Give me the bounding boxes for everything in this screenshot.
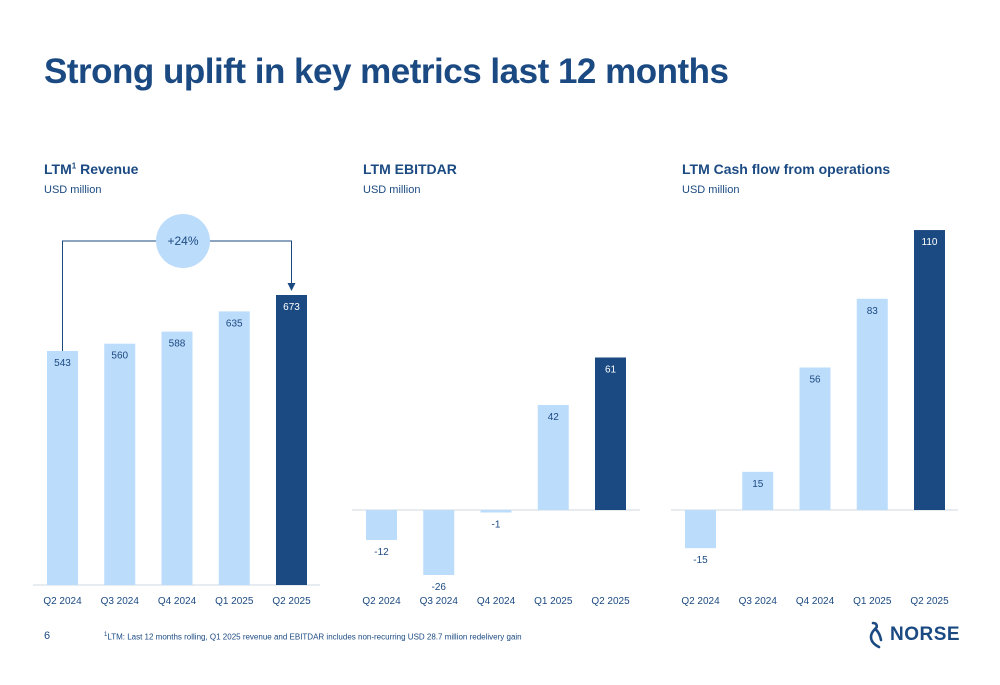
tick-label-ebitdar-0: Q2 2024 [362,596,401,607]
bar-revenue-q4-2024 [161,331,193,585]
chart-header-ebitdar: LTM EBITDAR USD million [363,161,457,196]
data-label-revenue-0: 543 [54,358,71,369]
chart-subtitle-cashflow: USD million [682,184,740,196]
data-label-cashflow-1: 15 [752,479,764,490]
norse-logo: NORSE [866,620,960,650]
tick-label-ebitdar-4: Q2 2025 [591,596,630,607]
chart-subtitle-revenue: USD million [44,184,102,196]
bar-cashflow-q2-2024 [685,510,716,549]
tick-label-revenue-2: Q4 2024 [158,596,197,607]
bar-ebitdar-q2-2024 [366,510,397,540]
bar-cashflow-q1-2025 [856,298,888,510]
bar-ebitdar-q1-2025 [537,405,569,510]
tick-label-ebitdar-3: Q1 2025 [534,596,573,607]
data-label-cashflow-2: 56 [809,374,821,385]
norse-logo-text: NORSE [890,624,961,645]
bar-revenue-q1-2025 [218,311,250,585]
data-label-revenue-2: 588 [169,339,186,350]
page-title: Strong uplift in key metrics last 12 mon… [44,52,729,91]
norse-logo-icon [869,621,883,649]
tick-label-revenue-3: Q1 2025 [215,596,254,607]
data-label-cashflow-3: 83 [867,306,879,317]
tick-label-revenue-0: Q2 2024 [43,596,82,607]
data-label-revenue-3: 635 [226,318,243,329]
footnote: 1LTM: Last 12 months rolling, Q1 2025 re… [104,632,522,642]
growth-callout-bubble [156,214,210,268]
tick-label-revenue-1: Q3 2024 [101,596,140,607]
chart-title-ebitdar: LTM EBITDAR [363,161,457,177]
chart-title-revenue: LTM1 Revenue [44,161,139,177]
data-label-ebitdar-1: -26 [432,582,447,593]
bar-cashflow-q2-2025 [914,230,945,511]
data-label-ebitdar-3: 42 [548,412,560,423]
chart-title-cashflow: LTM Cash flow from operations [682,161,891,177]
bar-revenue-q2-2024 [47,351,78,585]
data-label-ebitdar-2: -1 [492,520,501,531]
chart-header-cashflow: LTM Cash flow from operations USD millio… [682,161,890,196]
data-label-revenue-4: 673 [283,302,300,313]
tick-label-cashflow-0: Q2 2024 [681,596,720,607]
bar-revenue-q3-2024 [104,343,136,585]
growth-arrow-head [287,283,296,292]
bar-revenue-q2-2025 [276,295,307,585]
data-label-cashflow-4: 110 [922,237,938,248]
growth-callout-label: +24% [167,234,198,248]
tick-label-ebitdar-2: Q4 2024 [477,596,516,607]
bar-ebitdar-q4-2024 [480,510,512,513]
data-label-revenue-1: 560 [111,351,128,362]
bar-ebitdar-q3-2024 [423,510,455,575]
data-label-ebitdar-0: -12 [374,547,389,558]
data-label-ebitdar-4: 61 [605,365,617,376]
tick-label-cashflow-4: Q2 2025 [910,596,949,607]
chart-subtitle-ebitdar: USD million [363,184,421,196]
tick-label-revenue-4: Q2 2025 [272,596,311,607]
data-label-cashflow-0: -15 [693,555,708,566]
page-number: 6 [44,630,51,642]
tick-label-ebitdar-1: Q3 2024 [420,596,459,607]
tick-label-cashflow-2: Q4 2024 [796,596,835,607]
tick-label-cashflow-3: Q1 2025 [853,596,892,607]
bar-cashflow-q3-2024 [742,471,774,510]
tick-label-cashflow-1: Q3 2024 [739,596,778,607]
chart-header-revenue: LTM1 Revenue USD million [44,161,138,196]
bar-ebitdar-q2-2025 [595,357,626,510]
bar-cashflow-q4-2024 [799,367,831,510]
